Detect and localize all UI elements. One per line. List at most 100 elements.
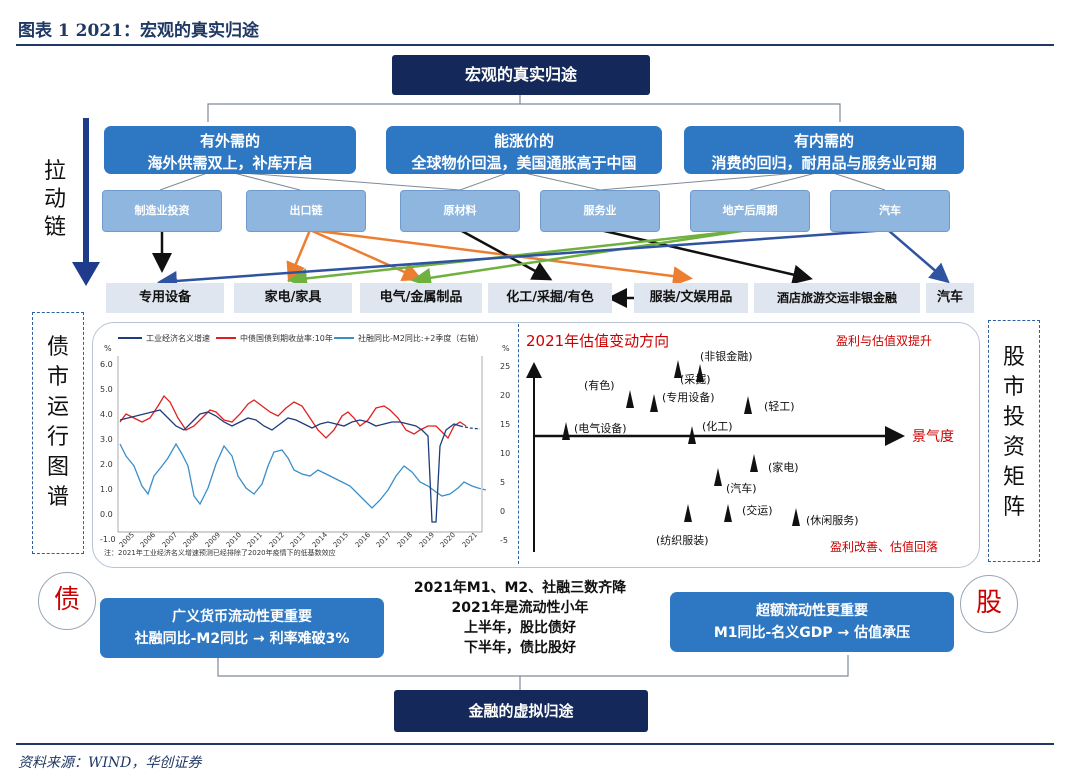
x-axis-ticks: 2005 2006 2007 2008 2009 2010 2011 2012 2013 2014… [117,530,482,550]
bond-map-label: 债市运行图谱 [46,335,69,510]
bond-circle: 债 [38,572,96,630]
sector-hotel-travel-finance: 酒店旅游交运非银金融 [754,283,920,313]
title-rule [16,44,1054,46]
item-label: 非银金融 [704,350,749,363]
right-axis-ticks: 25 20 15 10 5 0 -5 [500,352,510,555]
item-appliances: (家电) [768,461,799,474]
stock-box-line1: 超额流动性更重要 [756,603,868,619]
bond-box-line2: 社融同比-M2同比 → 利率难破3% [134,631,350,647]
legend-industrial: 工业经济名义增速 [146,334,210,343]
tick: 1.0 [100,485,113,494]
figure-title: 图表 1 2021：宏观的真实归途 [18,21,259,41]
bond-map-frame: 债市运行图谱 [32,312,84,554]
bond-box-line1: 广义货币流动性更重要 [172,609,312,625]
item-mining: (采掘) [680,373,711,386]
item-electrical-equipment: (电气设备) [574,422,627,435]
x-tick: 2011 [246,530,265,550]
tick: 0 [500,507,506,516]
line-chart-svg [117,337,487,533]
driver-export-chain: 出口链 [246,190,366,232]
item-light-industry: (轻工) [764,400,795,413]
tick: 2.0 [100,460,113,469]
x-tick: 2013 [289,530,308,550]
top-title-box: 宏观的真实归途 [392,55,650,95]
pull-chain-label: 拉动链 [43,159,66,240]
x-tick: 2016 [353,530,372,550]
item-label: 有色 [588,379,611,392]
x-tick: 2018 [396,530,415,550]
summary-line: 上半年，股比债好 [464,620,576,636]
sector-chemicals-mining: 化工/采掘/有色 [488,283,612,313]
item-nonferrous: (有色) [584,379,615,392]
category-price-rise: 能涨价的 全球物价回温，美国通胀高于中国 [386,126,662,174]
matrix-x-axis-label: 景气度 [912,429,954,445]
driver-raw-materials: 原材料 [400,190,520,232]
legend-bond-yield: 中债国债到期收益率:10年 [240,334,333,343]
stock-circle: 股 [960,575,1018,633]
tick: 10 [500,449,511,458]
tick: 3.0 [100,435,113,444]
category-external-demand: 有外需的 海外供需双上，补库开启 [104,126,356,174]
right-unit: % [502,344,510,353]
tick: -1.0 [100,535,116,544]
item-textile-apparel: (纺织服装) [656,534,709,547]
item-label: 家电 [772,461,795,474]
category-title: 有内需的 [793,132,854,150]
sector-apparel-leisure: 服装/文娱用品 [634,283,748,313]
stock-matrix-label: 股市投资矩阵 [1002,345,1025,520]
bottom-title-box: 金融的虚拟归途 [394,690,648,732]
item-label: 电气设备 [578,422,623,435]
panel-divider [518,324,519,564]
category-subtitle: 消费的回归，耐用品与服务业可期 [711,154,937,172]
sector-autos: 汽车 [926,283,974,313]
stock-liquidity-box: 超额流动性更重要 M1同比-名义GDP → 估值承压 [670,592,954,652]
x-tick: 2007 [160,530,179,550]
bond-liquidity-box: 广义货币流动性更重要 社融同比-M2同比 → 利率难破3% [100,598,384,658]
left-vertical-label: 拉动链 [38,158,72,242]
summary-line: 2021年M1、M2、社融三数齐降 [413,580,627,596]
driver-manufacturing-investment: 制造业投资 [102,190,222,232]
x-tick: 2015 [331,530,351,550]
central-frame [92,322,980,568]
category-title: 能涨价的 [493,132,554,150]
sector-appliances-furniture: 家电/家具 [234,283,352,313]
tick: 5.0 [100,385,113,394]
category-domestic-demand: 有内需的 消费的回归，耐用品与服务业可期 [684,126,964,174]
chart-note: 注：2021年工业经济名义增速预测已经排除了2020年疫情下的低基数效应 [104,549,336,557]
driver-autos: 汽车 [830,190,950,232]
stock-matrix: 2021年估值变动方向 盈利与估值双提升 盈利改善、估值回落 景气度 [520,326,974,562]
left-axis-ticks: 6.0 5.0 4.0 3.0 2.0 1.0 0.0 -1.0 [100,352,116,552]
category-subtitle: 海外供需双上，补库开启 [147,154,313,172]
summary-line: 下半年，债比股好 [464,640,576,656]
tick: 4.0 [100,410,113,419]
summary-line: 2021年是流动性小年 [451,600,589,616]
item-label: 轻工 [768,400,791,413]
matrix-title: 2021年估值变动方向 [526,332,670,350]
stock-matrix-frame: 股市投资矩阵 [988,320,1040,562]
source-rule [16,743,1054,745]
x-tick: 2021 [460,530,479,550]
category-title: 有外需的 [199,132,260,150]
x-tick: 2005 [117,530,137,550]
item-label: 采掘 [684,373,707,386]
center-summary: 2021年M1、M2、社融三数齐降 2021年是流动性小年 上半年，股比债好 下… [390,578,650,658]
x-tick: 2006 [139,530,158,550]
item-label: 交运 [746,504,769,517]
item-label: 汽车 [730,482,753,495]
tick: 6.0 [100,360,113,369]
item-label: 专用设备 [666,391,711,404]
x-tick: 2010 [224,530,244,550]
bond-line-chart: 工业经济名义增速 中债国债到期收益率:10年 社融同比-M2同比:+2季度（右轴… [98,326,516,562]
item-label: 化工 [706,420,729,433]
source-note: 资料来源：WIND，华创证券 [18,755,202,771]
tick: -5 [500,536,508,545]
x-tick: 2020 [438,530,458,550]
sector-electrical-metal: 电气/金属制品 [360,283,482,313]
tick: 5 [500,478,506,487]
sector-special-equipment: 专用设备 [106,283,224,313]
x-tick: 2009 [203,530,222,550]
item-chemicals: (化工) [702,420,733,433]
category-subtitle: 全球物价回温，美国通胀高于中国 [411,154,637,172]
